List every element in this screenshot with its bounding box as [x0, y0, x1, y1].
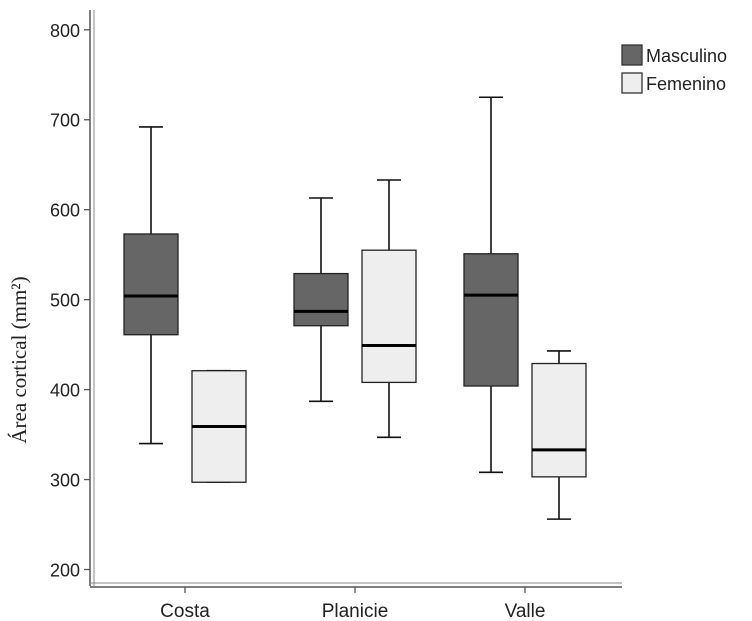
y-ticks: 200 300 400 500 600 700 800 — [50, 21, 90, 581]
box-iqr — [531, 362, 587, 478]
box-femenino-planicie — [361, 179, 417, 439]
box-iqr — [293, 272, 349, 327]
y-tick-label-300: 300 — [50, 471, 80, 491]
box-iqr — [463, 253, 519, 387]
x-categories: Costa Planicie Valle — [160, 587, 545, 621]
y-tick-label-700: 700 — [50, 111, 80, 131]
box-femenino-valle — [531, 350, 587, 520]
legend-label-masculino: Masculino — [646, 46, 727, 66]
box-iqr — [361, 249, 417, 384]
box-masculino-costa — [123, 126, 179, 445]
legend-swatch-femenino — [621, 72, 643, 94]
box-iqr — [123, 233, 179, 336]
y-tick-label-500: 500 — [50, 291, 80, 311]
legend: Masculino Femenino — [621, 44, 727, 94]
legend-label-femenino: Femenino — [646, 74, 726, 94]
x-category-label-planicie: Planicie — [322, 601, 389, 621]
y-axis-title: Área cortical (mm²) — [7, 276, 31, 443]
x-category-label-valle: Valle — [505, 601, 546, 621]
box-femenino-costa — [191, 369, 247, 484]
y-tick-label-800: 800 — [50, 21, 80, 41]
y-tick-label-200: 200 — [50, 561, 80, 581]
x-category-label-costa: Costa — [160, 601, 210, 621]
y-tick-label-400: 400 — [50, 381, 80, 401]
boxes — [123, 96, 587, 520]
box-masculino-valle — [463, 96, 519, 474]
y-tick-label-600: 600 — [50, 201, 80, 221]
axes — [89, 10, 622, 588]
box-masculino-planicie — [293, 197, 349, 403]
legend-swatch-masculino — [621, 44, 643, 66]
